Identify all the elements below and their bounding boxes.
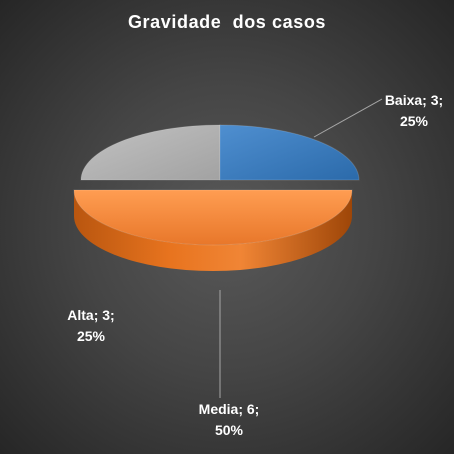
slice-alta [80, 124, 221, 181]
data-label-media: Media; 6; 50% [186, 399, 272, 441]
data-label-media-line1: Media; 6; [198, 401, 260, 417]
data-label-alta-line2: 25% [76, 328, 106, 344]
data-label-baixa-line1: Baixa; 3; [384, 92, 444, 108]
chart-title: Gravidade dos casos [127, 12, 327, 32]
slice-side-media [74, 190, 352, 271]
slice-media [73, 189, 353, 246]
data-label-media-line2: 50% [214, 422, 244, 438]
data-label-alta: Alta; 3; 25% [56, 305, 126, 347]
slice-baixa [219, 124, 360, 181]
leader-line-baixa [313, 98, 383, 138]
data-label-baixa-line2: 25% [399, 113, 429, 129]
data-label-baixa: Baixa; 3; 25% [376, 90, 452, 132]
data-label-alta-line1: Alta; 3; [67, 307, 115, 323]
